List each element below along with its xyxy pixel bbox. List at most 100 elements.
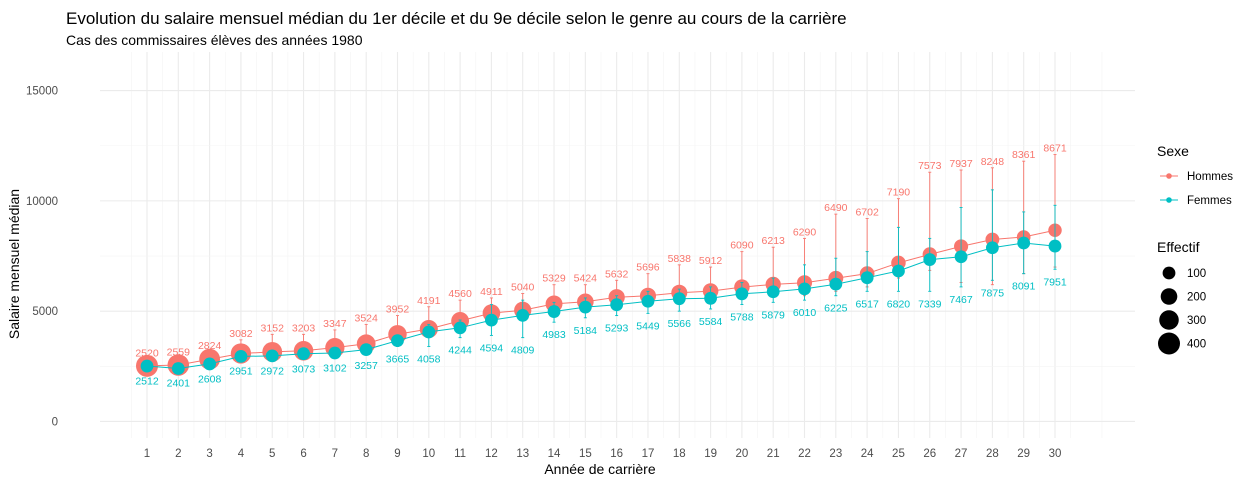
data-label-femmes: 7875: [981, 287, 1005, 299]
data-label-hommes: 5912: [699, 255, 723, 267]
data-label-hommes: 6090: [730, 240, 754, 252]
data-point: [860, 271, 874, 285]
chart-subtitle: Cas des commissaires élèves des années 1…: [66, 32, 363, 48]
data-point: [203, 357, 217, 371]
data-label-hommes: 5424: [574, 273, 598, 285]
series-hommes: [136, 154, 1062, 377]
legend-key-point: [1166, 197, 1172, 203]
data-label-hommes: 7937: [949, 158, 973, 170]
data-label-hommes: 8671: [1043, 143, 1067, 155]
data-point: [704, 291, 717, 305]
data-label-hommes: 6490: [824, 202, 848, 214]
data-label-hommes: 4911: [480, 286, 503, 298]
x-tick-label: 16: [610, 448, 623, 460]
y-axis-title: Salaire mensuel médian: [6, 189, 22, 339]
x-tick-label: 17: [642, 448, 655, 460]
legend-label: Hommes: [1187, 171, 1233, 183]
data-label-femmes: 5879: [762, 309, 786, 321]
data-label-femmes: 4983: [542, 329, 566, 341]
data-label-hommes: 3952: [386, 304, 410, 316]
data-label-femmes: 6225: [824, 303, 848, 315]
x-tick-label: 8: [363, 448, 369, 460]
data-label-femmes: 3073: [292, 363, 316, 375]
data-label-hommes: 3082: [229, 328, 253, 340]
legend-label: Femmes: [1187, 195, 1232, 207]
data-label-hommes: 5696: [636, 262, 660, 274]
data-label-femmes: 3665: [386, 353, 410, 365]
data-label-femmes: 7339: [918, 298, 942, 310]
data-label-femmes: 5293: [605, 323, 629, 335]
data-label-femmes: 8091: [1012, 281, 1036, 293]
data-label-femmes: 6010: [793, 307, 817, 319]
data-label-femmes: 7951: [1043, 276, 1067, 288]
x-axis-title: Année de carrière: [544, 461, 656, 477]
x-tick-label: 23: [829, 448, 842, 460]
data-label-femmes: 2972: [261, 366, 285, 378]
data-point: [610, 298, 624, 312]
data-point: [265, 349, 279, 363]
data-point: [140, 359, 154, 373]
x-tick-label: 14: [548, 448, 561, 460]
data-point: [798, 282, 811, 296]
legend-size-label: 100: [1187, 268, 1206, 280]
data-label-hommes: 4191: [417, 295, 441, 307]
x-tick-label: 29: [1017, 448, 1030, 460]
legend-size-point: [1160, 288, 1178, 305]
x-tick-label: 18: [673, 448, 686, 460]
legend-size-label: 400: [1187, 339, 1206, 351]
data-label-hommes: 8361: [1012, 149, 1036, 161]
data-label-femmes: 2951: [229, 366, 253, 378]
legend-size-point: [1158, 332, 1180, 355]
x-tick-label: 5: [269, 448, 275, 460]
data-label-hommes: 6702: [855, 207, 879, 219]
x-tick-label: 27: [955, 448, 968, 460]
data-point: [892, 264, 905, 278]
x-tick-label: 28: [986, 448, 999, 460]
x-tick-label: 6: [300, 448, 306, 460]
data-point: [1017, 236, 1031, 250]
legend-size-point: [1162, 266, 1176, 280]
data-point: [297, 347, 310, 361]
data-label-femmes: 4594: [480, 342, 504, 354]
data-label-hommes: 5040: [511, 282, 535, 294]
x-tick-label: 30: [1049, 448, 1062, 460]
data-label-hommes: 7190: [887, 187, 911, 199]
data-label-hommes: 4560: [448, 288, 472, 300]
data-label-femmes: 4809: [511, 345, 535, 357]
data-label-femmes: 4058: [417, 353, 441, 365]
y-tick-label: 5000: [32, 306, 58, 318]
data-point: [766, 285, 780, 299]
legend-size-label: 200: [1187, 292, 1206, 304]
legend: Sexe Hommes Femmes Effectif 100 200 300 400: [1157, 143, 1233, 355]
data-label-hommes: 3203: [292, 322, 316, 334]
data-point: [485, 313, 498, 327]
chart-title: Evolution du salaire mensuel médian du 1…: [66, 9, 847, 28]
legend-size-point: [1159, 310, 1179, 330]
data-point: [985, 241, 999, 255]
data-label-femmes: 2512: [135, 376, 159, 388]
data-label-hommes: 8248: [981, 156, 1005, 168]
data-label-hommes: 3347: [323, 318, 347, 330]
series-femmes: [140, 189, 1062, 375]
grid: [100, 52, 1135, 438]
data-label-femmes: 3257: [354, 360, 378, 372]
x-tick-label: 3: [206, 448, 212, 460]
y-tick-label: 0: [52, 416, 58, 428]
data-point: [923, 253, 937, 266]
data-point: [641, 294, 655, 308]
data-point: [1048, 239, 1062, 253]
x-tick-label: 26: [923, 448, 936, 460]
data-point: [672, 292, 686, 306]
data-label-hommes: 2520: [135, 348, 159, 360]
data-point: [422, 325, 436, 339]
data-label-femmes: 5184: [574, 325, 598, 337]
x-tick-label: 25: [892, 448, 905, 460]
y-tick-label: 15000: [26, 86, 58, 98]
x-tick-label: 11: [454, 448, 466, 460]
data-point: [391, 334, 404, 348]
data-label-femmes: 2401: [167, 378, 191, 390]
legend-size-label: 300: [1187, 315, 1206, 327]
x-tick-label: 10: [422, 448, 435, 460]
y-axis-ticks: 0 5000 10000 15000: [26, 86, 58, 429]
